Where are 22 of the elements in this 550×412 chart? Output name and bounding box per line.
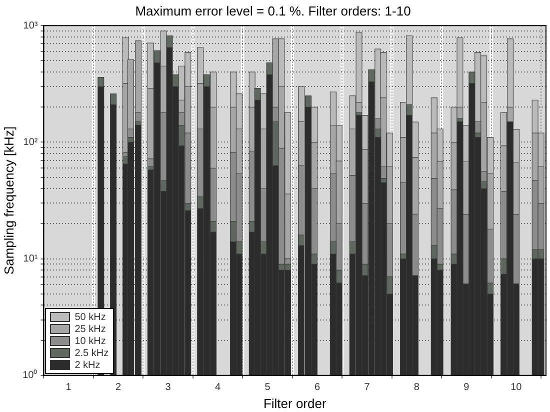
x-tick-label: 2 [116,382,122,394]
y-tick-label: 10⁰ [22,369,38,382]
x-tick-label: 6 [314,382,320,394]
legend-label: 2 kHz [74,360,100,371]
x-tick-label: 3 [165,382,172,394]
x-tick-label: 9 [464,382,470,394]
x-axis-title: Filter order [263,396,327,411]
y-tick-label: 10² [23,136,38,148]
x-tick-label: 7 [364,382,370,394]
y-tick-label: 10³ [23,20,38,32]
legend-label: 50 kHz [74,312,106,323]
legend-label: 25 kHz [74,324,106,335]
x-tick-label: 4 [215,382,221,394]
y-tick-label: 10¹ [23,254,38,265]
x-tick-label: 1 [66,382,72,394]
chart-title: Maximum error level = 0.1 %. Filter orders: 1-10 [135,3,411,18]
legend-label: 2.5 kHz [74,348,109,359]
y-axis-title: Sampling frequency [kHz] [1,126,16,275]
legend-label: 10 kHz [74,336,106,347]
x-tick-label: 8 [414,382,420,394]
x-tick-label: 5 [264,382,271,394]
x-tick-label: 10 [510,382,522,394]
